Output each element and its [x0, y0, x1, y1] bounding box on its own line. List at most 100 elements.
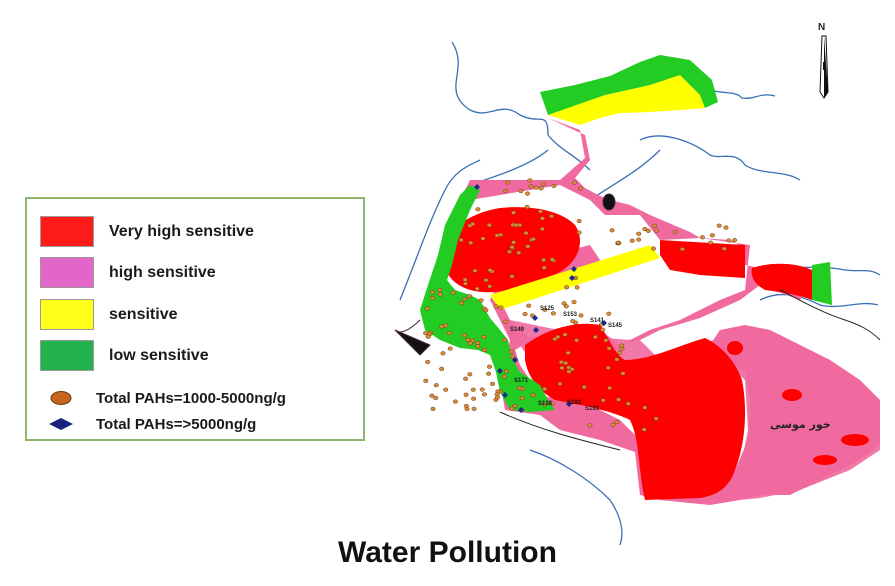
sample-point: [494, 233, 500, 238]
sample-point: [468, 240, 474, 245]
sample-point: [509, 274, 515, 279]
sample-point: [541, 257, 546, 263]
coastline: [394, 193, 881, 451]
sample-point: [440, 351, 446, 356]
sample-point: [498, 305, 504, 310]
sample-point: [464, 406, 470, 411]
sample-point: [423, 378, 429, 383]
sample-point: [487, 284, 493, 289]
sample-point: [721, 246, 727, 251]
sample-point: [576, 219, 582, 224]
sample-point: [600, 327, 606, 332]
sample-point: [443, 387, 449, 392]
sample-point: [470, 387, 476, 392]
sample-point: [480, 236, 486, 241]
sample-point: [462, 277, 468, 282]
sample-point: [609, 228, 615, 233]
sample-point: [539, 216, 545, 221]
sample-point: [465, 337, 471, 342]
sample-point-high: [533, 327, 539, 333]
zone-high-sensitive: [455, 118, 880, 505]
legend-item-low: low sensitive: [40, 340, 209, 371]
sample-point-high: [601, 320, 607, 326]
sample-point: [525, 244, 531, 249]
sample-point: [486, 371, 492, 376]
sample-point: [516, 385, 522, 390]
sample-point: [433, 395, 439, 400]
sample-point: [569, 367, 575, 372]
sample-point: [510, 354, 515, 359]
sample-point: [429, 393, 435, 398]
sample-point: [641, 427, 647, 432]
sample-point: [606, 346, 612, 351]
sample-point-high: [497, 368, 503, 374]
sample-point: [614, 357, 620, 362]
sample-point: [467, 341, 473, 346]
sample-point: [430, 296, 435, 301]
sample-point: [502, 337, 508, 342]
sample-point: [708, 240, 714, 245]
sample-point: [606, 311, 612, 316]
sample-point: [475, 344, 481, 349]
sample-point: [636, 237, 642, 242]
sample-point: [472, 268, 478, 273]
sample-point: [542, 386, 548, 391]
sample-point: [430, 406, 436, 411]
sample-point: [562, 332, 568, 337]
sample-point: [479, 387, 485, 392]
sample-point: [439, 324, 445, 329]
sample-point: [592, 334, 598, 340]
station-label: S192: [567, 400, 582, 406]
sample-point: [551, 183, 557, 188]
sample-point: [481, 392, 487, 397]
sample-point: [566, 369, 572, 374]
sample-point: [549, 401, 555, 406]
sample-point: [463, 392, 469, 397]
sample-point: [452, 399, 458, 404]
sample-point: [679, 247, 685, 252]
sample-point: [653, 416, 659, 421]
legend-item-high: high sensitive: [40, 257, 216, 288]
sample-point-high: [502, 392, 508, 398]
map-legend: Very high sensitive high sensitive sensi…: [25, 197, 365, 441]
sample-point: [462, 333, 468, 338]
legend-label: high sensitive: [109, 263, 216, 281]
north-letter: N: [818, 22, 826, 33]
sample-point: [509, 245, 515, 250]
sample-point: [458, 301, 464, 306]
sample-point: [513, 223, 519, 228]
sample-point: [527, 178, 533, 183]
sample-point-high: [566, 401, 572, 407]
sample-point: [563, 304, 569, 309]
sample-point-high: [569, 275, 575, 281]
legend-swatch: [40, 216, 94, 247]
legend-label: Total PAHs=>5000ng/g: [96, 415, 257, 433]
sample-point: [508, 349, 514, 354]
sample-point: [495, 395, 500, 400]
sample-point: [538, 209, 543, 214]
sample-point: [581, 384, 587, 390]
sample-point: [482, 347, 488, 352]
station-label: S149: [510, 327, 525, 333]
sample-point: [726, 238, 732, 243]
sample-point: [493, 304, 499, 309]
sample-points-high: [474, 184, 607, 413]
zone-low-sensitive: [420, 55, 832, 412]
sample-point: [616, 397, 622, 402]
sample-point-high: [571, 266, 577, 272]
sample-point: [541, 181, 547, 186]
sample-point: [423, 331, 429, 336]
legend-label: sensitive: [109, 305, 178, 323]
sample-point: [501, 374, 507, 379]
sample-point: [429, 290, 435, 295]
sample-point: [603, 338, 609, 343]
sample-point: [503, 319, 509, 324]
sample-point: [512, 403, 518, 408]
sample-point: [576, 230, 582, 235]
sample-point: [523, 231, 529, 236]
sample-point: [587, 423, 593, 428]
sample-point: [700, 235, 705, 240]
sample-point: [652, 223, 658, 228]
sample-point: [503, 189, 508, 194]
sample-point: [437, 292, 443, 297]
